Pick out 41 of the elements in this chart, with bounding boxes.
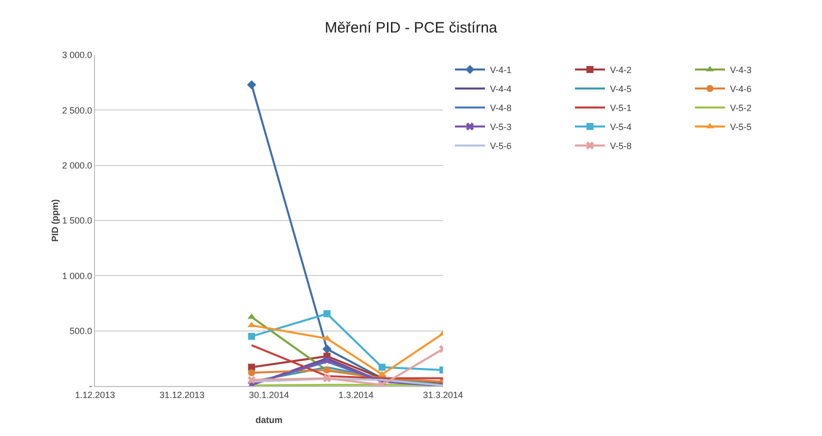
- y-tick-label: 3 000.0: [62, 50, 92, 60]
- legend-label: V-4-2: [610, 65, 632, 76]
- point: [248, 364, 256, 371]
- legend-label: V-5-4: [610, 122, 632, 132]
- legend-label: V-5-5: [730, 122, 752, 132]
- point: [323, 374, 331, 382]
- legend-label: V-5-2: [730, 103, 752, 114]
- point: [322, 344, 332, 354]
- legend-label: V-4-5: [610, 84, 632, 94]
- x-tick-label: 30.1.2014: [248, 390, 290, 400]
- y-tick-label: 1 000.0: [62, 270, 92, 281]
- legend-label: V-4-6: [730, 84, 752, 94]
- x-tick-label: 1.12.2013: [74, 390, 116, 400]
- point: [248, 322, 256, 328]
- point: [248, 376, 256, 384]
- legend-label: V-4-8: [490, 103, 512, 114]
- legend-label: V-5-1: [610, 103, 632, 114]
- point: [247, 80, 256, 90]
- x-tick-label: 31.3.2014: [422, 390, 464, 400]
- point: [323, 356, 331, 364]
- legend-label: V-5-3: [490, 122, 512, 132]
- x-tick-label: 31.12.2013: [159, 390, 205, 400]
- point: [248, 332, 256, 340]
- chart-title: Měření PID - PCE čistírna: [324, 19, 498, 36]
- legend-label: V-5-8: [610, 141, 632, 152]
- y-tick-label: 1 500.0: [62, 216, 92, 226]
- y-tick-label: -: [89, 381, 92, 392]
- legend-label: V-4-3: [730, 65, 752, 76]
- point: [378, 370, 386, 376]
- point: [324, 310, 330, 318]
- legend-label: V-4-4: [490, 84, 512, 94]
- y-axis-title: PID (ppm): [50, 199, 60, 242]
- legend-label: V-4-1: [490, 65, 512, 76]
- point: [378, 364, 386, 371]
- y-tick-label: 2 500.0: [62, 105, 92, 116]
- y-tick-label: 2 000.0: [62, 160, 92, 170]
- point: [248, 369, 256, 376]
- x-axis-title: datum: [256, 415, 282, 425]
- legend-label: V-5-6: [490, 141, 512, 152]
- x-tick-label: 1.3.2014: [338, 390, 374, 400]
- y-tick-label: 500.0: [70, 326, 92, 336]
